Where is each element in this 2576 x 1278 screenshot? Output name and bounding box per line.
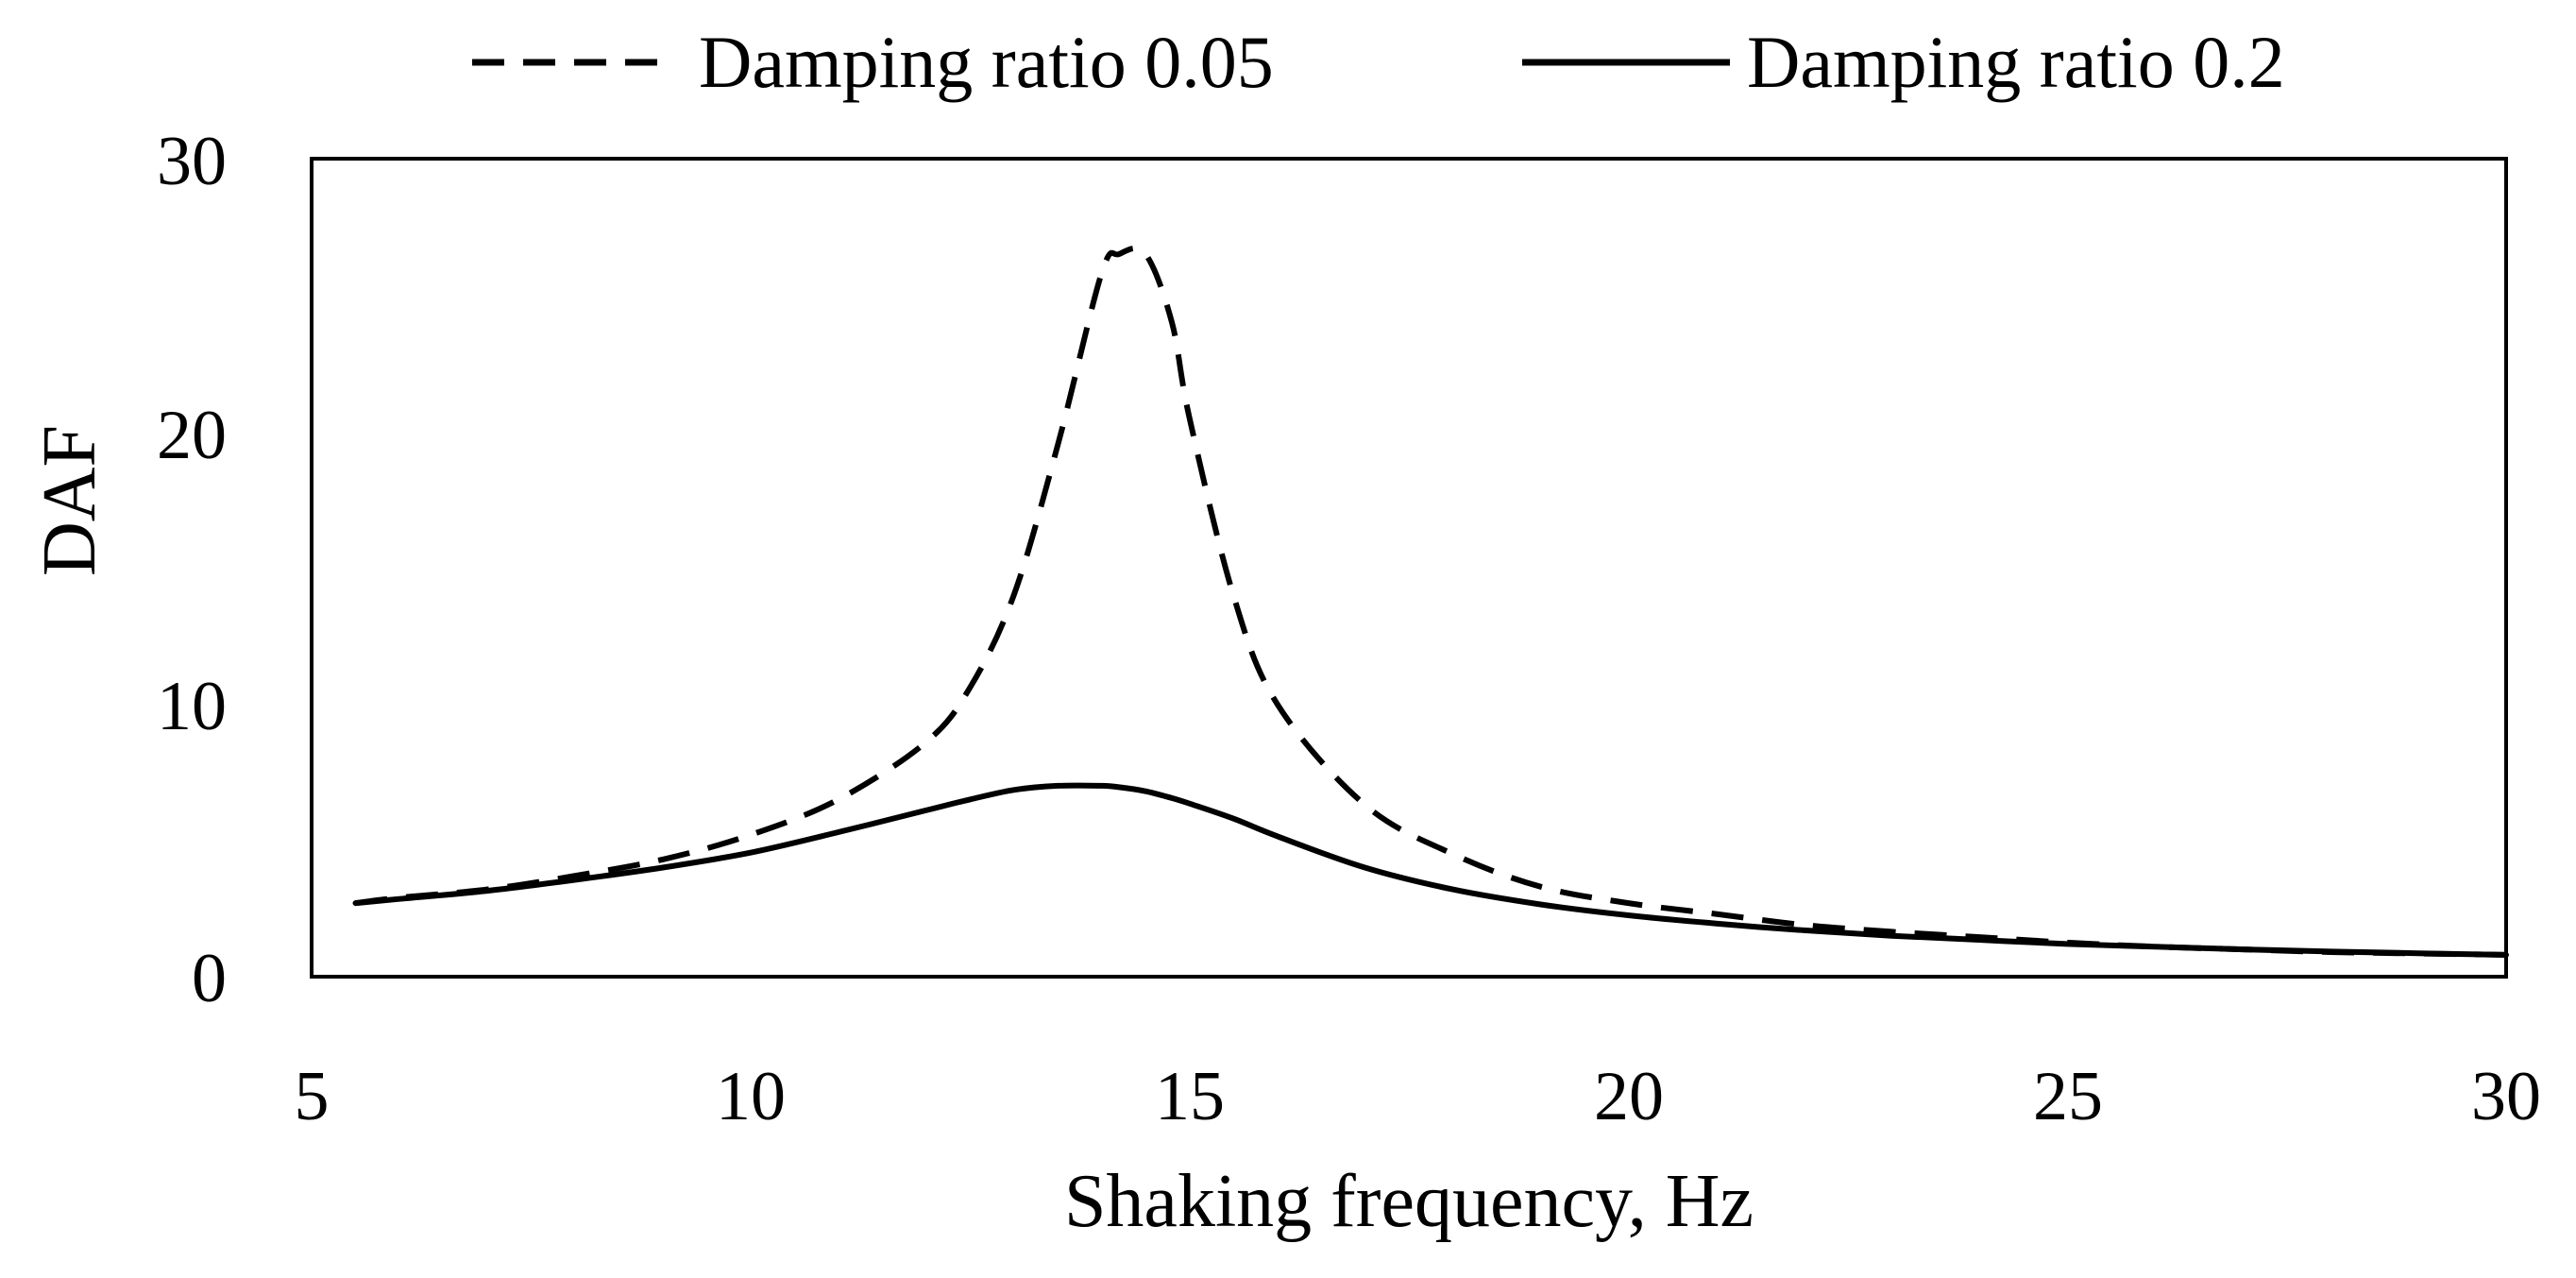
x-axis-title: Shaking frequency, Hz (1064, 1160, 1754, 1243)
x-tick-label: 15 (1155, 1058, 1225, 1135)
y-axis: 0 10 20 30 DAF (28, 123, 227, 1017)
y-tick-label: 30 (157, 123, 227, 200)
legend: Damping ratio 0.05 Damping ratio 0.2 (472, 21, 2285, 103)
x-tick-label: 25 (2033, 1058, 2103, 1135)
y-tick-label: 10 (157, 668, 227, 745)
x-tick-label: 30 (2471, 1058, 2541, 1135)
legend-label-damping-0-05: Damping ratio 0.05 (699, 21, 1274, 103)
plot-area-frame (310, 157, 2508, 979)
legend-label-damping-0-2: Damping ratio 0.2 (1747, 21, 2285, 103)
y-tick-label: 20 (157, 397, 227, 474)
x-axis: 5 10 15 20 25 30 Shaking frequency, Hz (295, 1058, 2542, 1243)
x-tick-label: 10 (716, 1058, 786, 1135)
series-line-damping-0-2 (352, 782, 2509, 958)
series-lines (352, 245, 2509, 958)
x-tick-label: 5 (295, 1058, 330, 1135)
x-tick-label: 20 (1594, 1058, 1664, 1135)
y-axis-title: DAF (28, 425, 111, 576)
y-tick-label: 0 (192, 940, 227, 1017)
